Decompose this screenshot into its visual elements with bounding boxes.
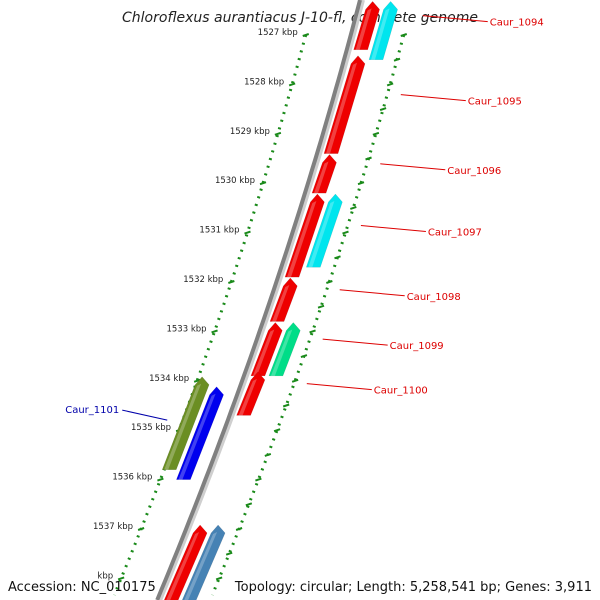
tick-mark-right [235, 527, 243, 531]
tick-mark-minor [365, 156, 372, 161]
gene-label-Caur_1097: Caur_1097 [428, 228, 482, 239]
tick-mark-right [342, 230, 349, 235]
tick-mark-left [228, 280, 235, 284]
gene-highlight-10 [164, 383, 202, 470]
gene-highlight-0 [355, 8, 372, 50]
tick-mark-left [302, 33, 310, 37]
tick-label: 1532 kbp [183, 275, 223, 285]
gene-feature-13 [181, 524, 226, 600]
gene-feature-2 [323, 55, 366, 154]
label-connector [322, 338, 388, 346]
tick-label: 1537 kbp [93, 522, 133, 532]
tick-mark-left [259, 181, 267, 186]
gene-feature-1 [368, 1, 398, 60]
gene-highlight-4 [287, 201, 317, 278]
gene-feature-3 [311, 154, 337, 194]
tick-mark-right [372, 131, 380, 136]
gene-label-Caur_1099: Caur_1099 [390, 341, 444, 352]
genome-backbone [155, 0, 362, 600]
forward-ruler [210, 34, 406, 596]
tick-label: 1534 kbp [149, 374, 189, 384]
tick-mark-left [193, 378, 201, 383]
gene-highlight-12 [166, 532, 200, 600]
tick-label: 1531 kbp [199, 226, 239, 236]
tick-mark-right [273, 428, 281, 433]
gene-highlight-3 [314, 161, 329, 194]
label-connector [422, 15, 488, 23]
gene-feature-9 [236, 371, 266, 416]
tick-mark-right [386, 82, 394, 87]
gene-feature-5 [305, 193, 343, 268]
tick-label: 1527 kbp [258, 28, 298, 38]
tick-label: 1535 kbp [131, 423, 171, 433]
tick-mark-right [215, 576, 223, 581]
tick-mark-minor [379, 107, 387, 112]
tick-label: kbp [97, 571, 113, 581]
tick-mark-minor [350, 205, 357, 210]
gene-feature-0 [353, 1, 380, 51]
gene-feature-6 [269, 277, 298, 322]
tick-mark-right [357, 181, 365, 186]
gene-label-Caur_1100: Caur_1100 [374, 386, 428, 397]
tick-mark-minor [300, 354, 308, 359]
label-connector [360, 225, 426, 233]
tick-mark-right [326, 280, 333, 284]
gene-feature-7 [250, 322, 283, 377]
gene-label-Caur_1101: Caur_1101 [65, 405, 119, 416]
tick-label: 1536 kbp [112, 473, 152, 483]
gene-highlight-11 [178, 393, 216, 480]
tick-mark-minor [225, 551, 233, 556]
tick-label: 1529 kbp [230, 127, 270, 137]
gene-highlight-2 [326, 62, 357, 154]
tick-mark-minor [264, 452, 272, 457]
accession-text: Accession: NC_010175 [8, 580, 156, 595]
tick-label: 1528 kbp [244, 77, 284, 87]
gene-feature-4 [284, 193, 325, 278]
gene-highlight-9 [238, 378, 257, 416]
tick-mark-left [137, 527, 145, 531]
label-connector [380, 163, 446, 171]
label-connector [400, 94, 466, 102]
tick-mark-left [244, 230, 251, 235]
gene-feature-11 [176, 386, 224, 480]
gene-highlight-8 [270, 329, 293, 376]
tick-mark-minor [245, 502, 253, 507]
tick-mark-minor [334, 255, 341, 260]
gene-feature-12 [163, 524, 208, 600]
tick-label: 1533 kbp [166, 324, 206, 334]
tick-mark-left [117, 576, 125, 581]
gene-highlight-1 [371, 8, 390, 60]
tick-mark-minor [282, 403, 290, 408]
reverse-ruler [112, 34, 308, 596]
gene-highlight-6 [272, 285, 290, 322]
tick-mark-minor [317, 304, 325, 309]
gene-label-Caur_1096: Caur_1096 [447, 166, 501, 177]
gene-label-Caur_1098: Caur_1098 [407, 292, 461, 303]
gene-highlight-5 [308, 201, 335, 268]
gene-label-Caur_1094: Caur_1094 [490, 18, 544, 29]
tick-mark-left [157, 477, 164, 482]
tick-mark-right [400, 33, 408, 37]
topology-text: Topology: circular; Length: 5,258,541 bp… [234, 580, 592, 595]
backbone-shadow [158, 0, 365, 600]
gene-feature-10 [161, 376, 210, 470]
tick-mark-right [255, 477, 262, 482]
label-connector [306, 383, 372, 391]
tick-mark-right [309, 329, 316, 334]
tick-label: 1530 kbp [215, 176, 255, 186]
tick-mark-left [288, 82, 296, 87]
gene-highlight-13 [184, 532, 218, 600]
gene-highlight-7 [252, 329, 275, 376]
label-connector [339, 289, 405, 297]
gene-feature-8 [268, 322, 301, 377]
tick-mark-left [211, 329, 218, 334]
gene-label-Caur_1095: Caur_1095 [468, 97, 522, 108]
label-connector [122, 409, 168, 421]
tick-mark-right [291, 378, 299, 383]
tick-mark-left [274, 131, 282, 136]
tick-mark-minor [393, 57, 401, 62]
